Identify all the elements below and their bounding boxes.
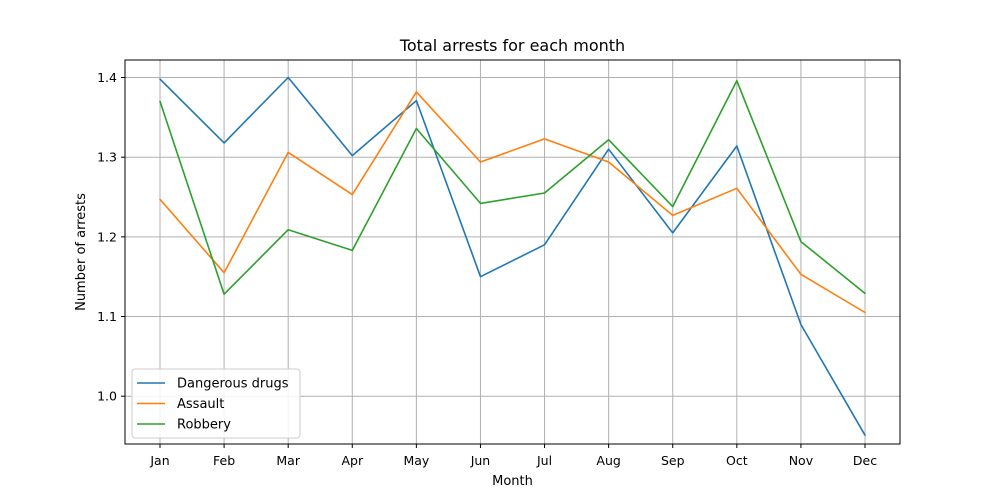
x-tick-label: Mar <box>276 453 300 468</box>
grid <box>125 60 900 444</box>
legend-label: Dangerous drugs <box>177 377 289 392</box>
x-tick-label: Oct <box>726 453 748 468</box>
x-tick-label: Sep <box>661 453 685 468</box>
chart-title: Total arrests for each month <box>399 36 625 55</box>
x-tick-label: May <box>403 453 429 468</box>
y-tick-label: 1.0 <box>97 389 117 404</box>
x-tick-label: Apr <box>341 453 363 468</box>
legend-label: Robbery <box>177 418 231 433</box>
x-tick-label: Nov <box>789 453 814 468</box>
x-axis-ticks: Jan Feb Mar Apr May Jun Jul Aug Sep Oct Nov Dec <box>149 444 877 468</box>
y-tick-label: 1.3 <box>97 150 117 165</box>
legend-label: Assault <box>177 397 224 412</box>
y-tick-label: 1.2 <box>97 229 117 244</box>
y-tick-label: 1.4 <box>97 70 117 85</box>
x-tick-label: Jun <box>470 453 491 468</box>
y-tick-label: 1.1 <box>97 309 117 324</box>
x-tick-label: Dec <box>853 453 877 468</box>
legend: Dangerous drugs Assault Robbery <box>131 368 301 439</box>
x-tick-label: Aug <box>596 453 620 468</box>
series-line-dangerous-drugs <box>159 76 866 437</box>
plot-frame <box>124 59 901 445</box>
series-line-assault <box>159 91 866 314</box>
x-tick-label: Jan <box>149 453 169 468</box>
series-lines <box>159 76 866 437</box>
series-line-robbery <box>159 79 866 296</box>
y-axis-label: Number of arrests <box>74 193 89 311</box>
legend-box <box>131 368 301 439</box>
x-axis-label: Month <box>492 474 533 489</box>
x-tick-label: Feb <box>213 453 235 468</box>
x-tick-label: Jul <box>536 453 552 468</box>
y-axis-ticks: 1.0 1.1 1.2 1.3 1.4 <box>97 70 125 404</box>
